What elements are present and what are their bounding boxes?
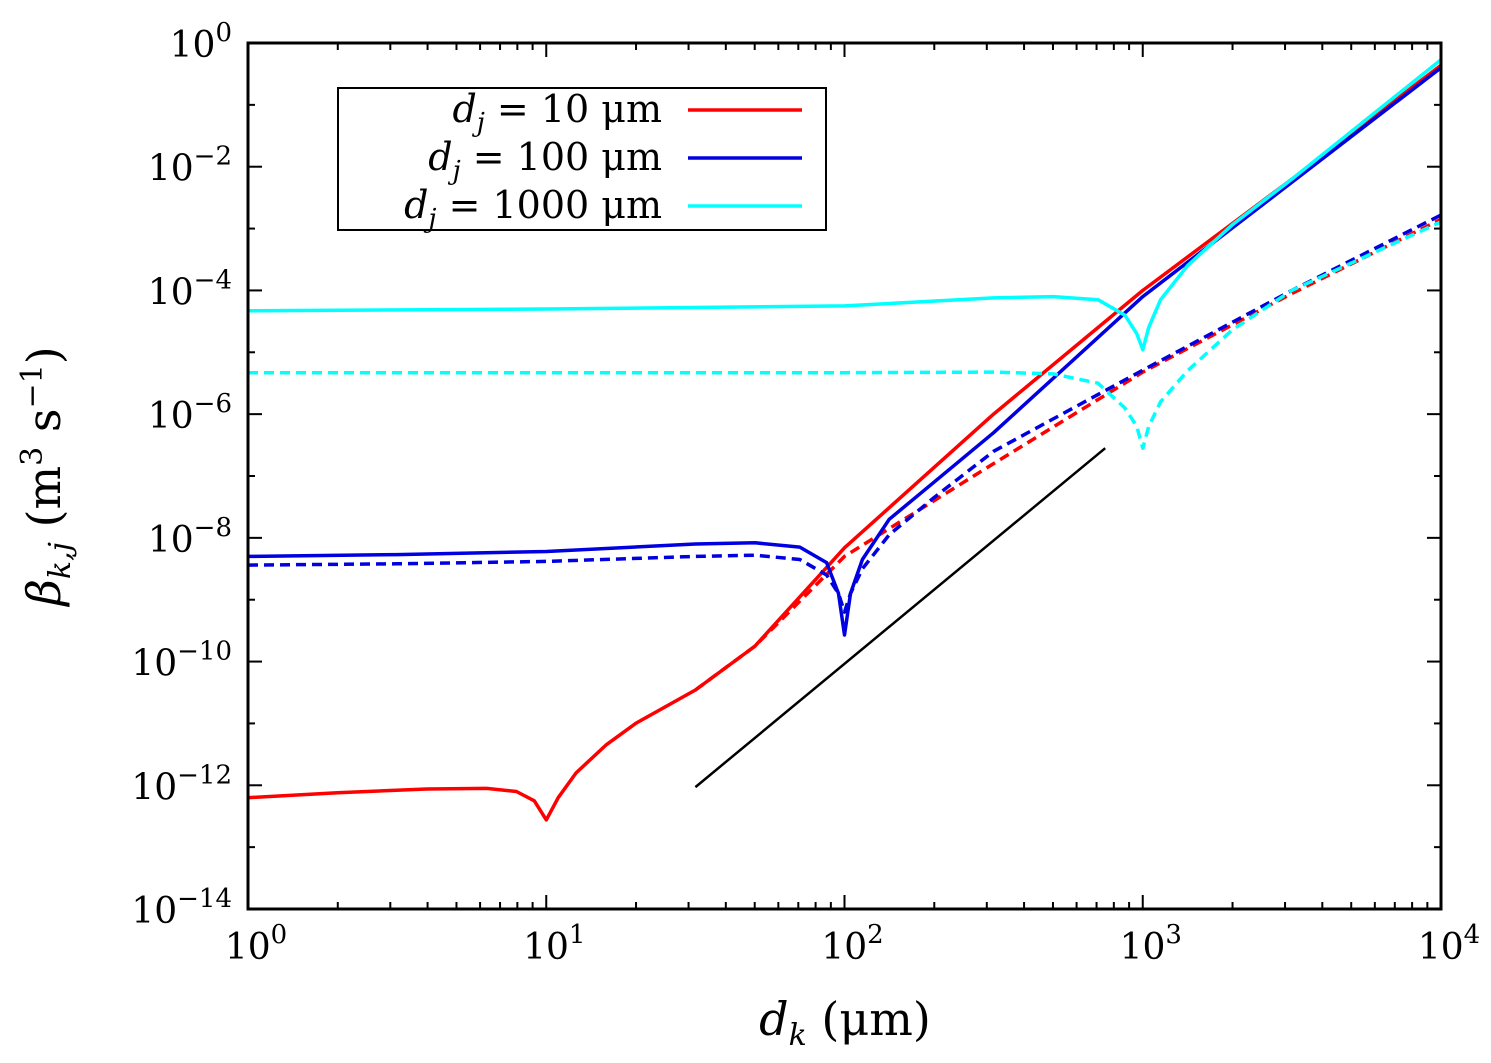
x-tick-label: 102: [821, 920, 883, 968]
tick-layer: 100 101 102 103 104 100 10−2 10−4 10−6 10−8 10−10 1…: [131, 18, 1480, 968]
y-tick-label: 100: [170, 18, 232, 66]
y-tick-label: 10−8: [148, 513, 232, 561]
series-line-2: [247, 66, 1443, 637]
y-tick-label: 10−6: [148, 389, 232, 437]
y-tick-label: 10−4: [148, 265, 232, 313]
legend-label: dj = 1000 μm: [404, 183, 662, 234]
y-tick-label: 10−2: [148, 142, 232, 190]
x-tick-label: 100: [225, 920, 287, 968]
series-line-5: [248, 220, 1442, 450]
legend-label: dj = 10 μm: [452, 87, 662, 138]
x-tick-label: 104: [1418, 920, 1480, 968]
y-tick-label: 10−12: [131, 760, 232, 808]
x-tick-label: 101: [523, 920, 585, 968]
y-axis-label: βk,j (m3 s−1): [15, 346, 78, 607]
x-tick-label: 103: [1120, 920, 1182, 968]
y-tick-label: 10−14: [131, 884, 232, 932]
series-line-4: [247, 58, 1443, 352]
series-line-1: [694, 217, 1442, 692]
series-line-3: [247, 213, 1442, 614]
series-layer: [247, 58, 1443, 822]
series-line-0: [247, 63, 1443, 822]
y-tick-label: 10−10: [131, 637, 232, 685]
x-axis-label: dk (μm): [759, 992, 931, 1053]
series-line-6: [694, 447, 1106, 789]
legend-label: dj = 100 μm: [428, 135, 662, 186]
